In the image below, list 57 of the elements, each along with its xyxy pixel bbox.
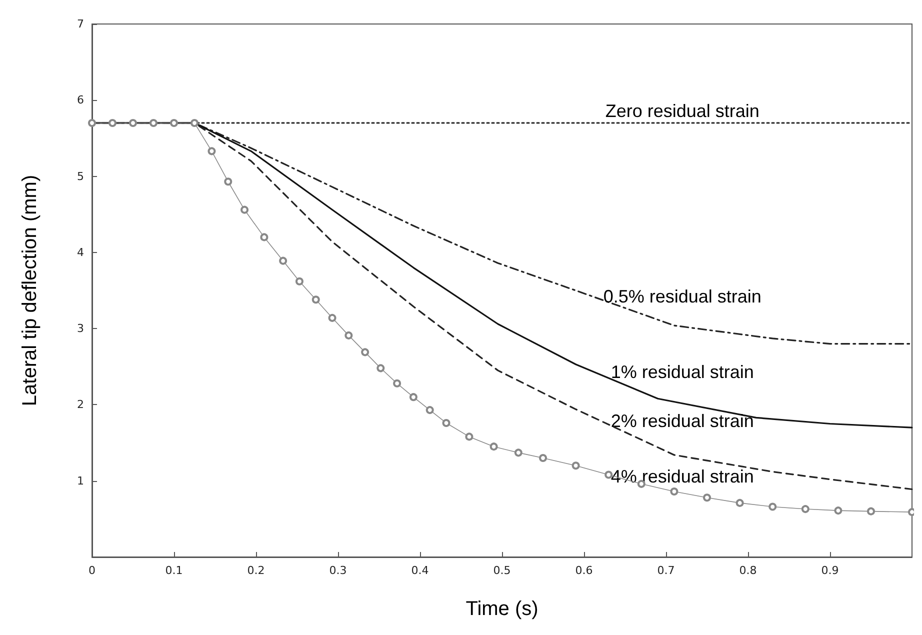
point (768, 502, 777, 511)
point (240, 206, 249, 214)
point (867, 507, 875, 516)
point (108, 118, 116, 127)
point (514, 448, 522, 457)
series-label: Zero residual strain (605, 100, 760, 121)
series-label: 4% residual strain (610, 466, 754, 486)
y-tick-label: 6 (77, 94, 84, 107)
point (393, 379, 402, 388)
series-label: 1% residual strain (610, 362, 754, 382)
x-tick-label: 0.3 (329, 564, 347, 577)
x-tick-label: 0.7 (657, 564, 675, 577)
y-tick-label: 2 (77, 398, 84, 412)
point (670, 488, 678, 496)
x-tick-label: 0.4 (411, 564, 429, 577)
point (150, 118, 158, 127)
point (465, 432, 474, 441)
point (295, 277, 304, 286)
point (190, 118, 198, 127)
y-tick-label: 1 (77, 474, 84, 488)
point (490, 442, 498, 451)
point (224, 178, 232, 186)
point (361, 348, 370, 356)
point (801, 505, 810, 514)
point (260, 233, 268, 242)
point (539, 454, 547, 462)
point (736, 498, 744, 507)
y-tick-label: 7 (77, 18, 84, 30)
point (409, 393, 418, 402)
y-axis-title: Lateral tip deflection (mm) (19, 174, 41, 406)
point (426, 406, 434, 414)
series-label: 0.5% residual strain (603, 286, 762, 307)
x-tick-label: 0.8 (739, 564, 757, 577)
point (328, 314, 336, 322)
point (279, 256, 288, 265)
x-tick-label: 0.1 (165, 564, 183, 577)
point (208, 147, 216, 156)
point (344, 331, 353, 340)
point (88, 118, 96, 127)
y-tick-label: 5 (77, 170, 84, 183)
point (834, 506, 842, 515)
point (376, 364, 385, 372)
x-tick-label: 0.5 (493, 564, 511, 577)
point (312, 296, 320, 304)
point (703, 494, 711, 502)
point (572, 462, 580, 470)
point (129, 118, 137, 127)
y-tick-label: 4 (77, 246, 84, 259)
point (170, 118, 178, 127)
point (442, 418, 450, 427)
x-tick-label: 0.2 (247, 564, 265, 577)
y-tick-label: 3 (77, 322, 84, 336)
x-tick-label: 0 (88, 564, 96, 577)
series-label: 2% residual strain (610, 410, 754, 431)
x-axis-title: Time (s) (466, 598, 538, 620)
x-tick-label: 0.6 (575, 564, 593, 577)
x-tick-label: 0.9 (821, 564, 839, 577)
